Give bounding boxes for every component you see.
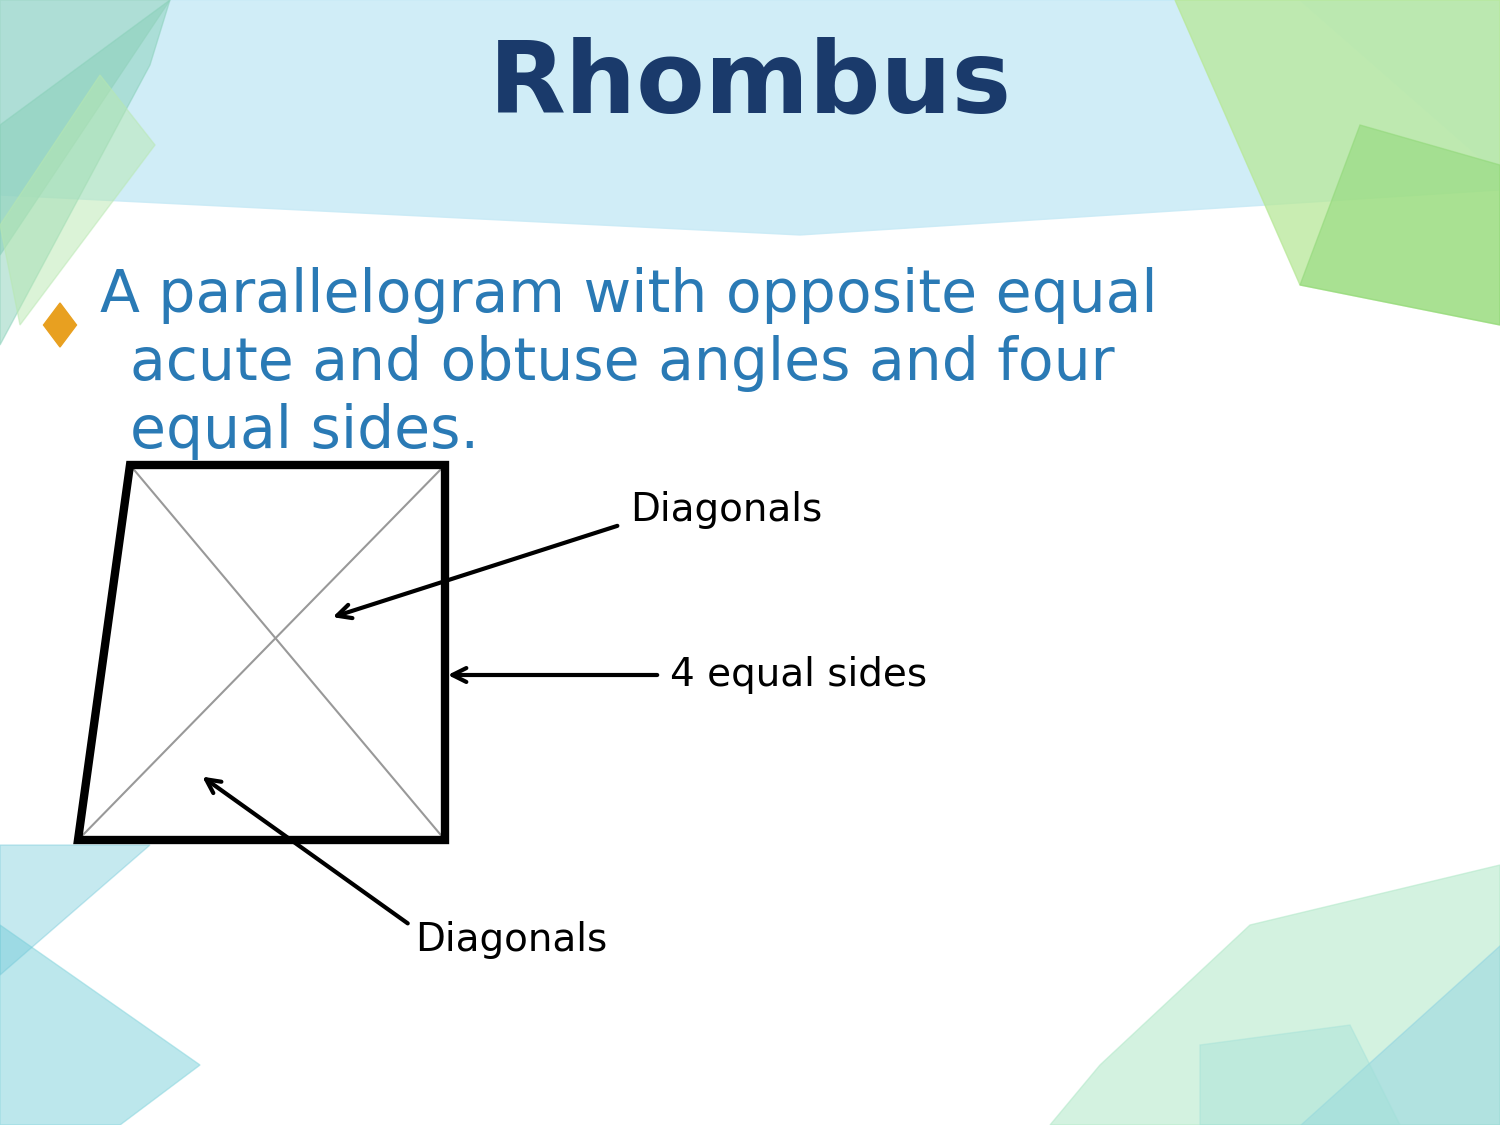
Polygon shape — [1174, 0, 1500, 325]
Text: Diagonals: Diagonals — [630, 490, 822, 529]
Polygon shape — [1050, 865, 1500, 1125]
Polygon shape — [0, 925, 200, 1125]
Polygon shape — [0, 0, 170, 255]
Text: 4 equal sides: 4 equal sides — [670, 656, 927, 694]
Polygon shape — [1100, 0, 1500, 176]
Polygon shape — [1300, 945, 1500, 1125]
Text: acute and obtuse angles and four: acute and obtuse angles and four — [130, 334, 1114, 392]
Text: Rhombus: Rhombus — [489, 36, 1011, 134]
Polygon shape — [1300, 125, 1500, 325]
Polygon shape — [44, 303, 76, 346]
Polygon shape — [0, 0, 1500, 235]
Polygon shape — [0, 845, 150, 975]
Polygon shape — [1200, 1025, 1400, 1125]
Polygon shape — [0, 0, 170, 345]
Text: equal sides.: equal sides. — [130, 403, 478, 459]
Text: Diagonals: Diagonals — [416, 921, 608, 958]
Text: A parallelogram with opposite equal: A parallelogram with opposite equal — [100, 267, 1158, 324]
Polygon shape — [0, 75, 154, 325]
